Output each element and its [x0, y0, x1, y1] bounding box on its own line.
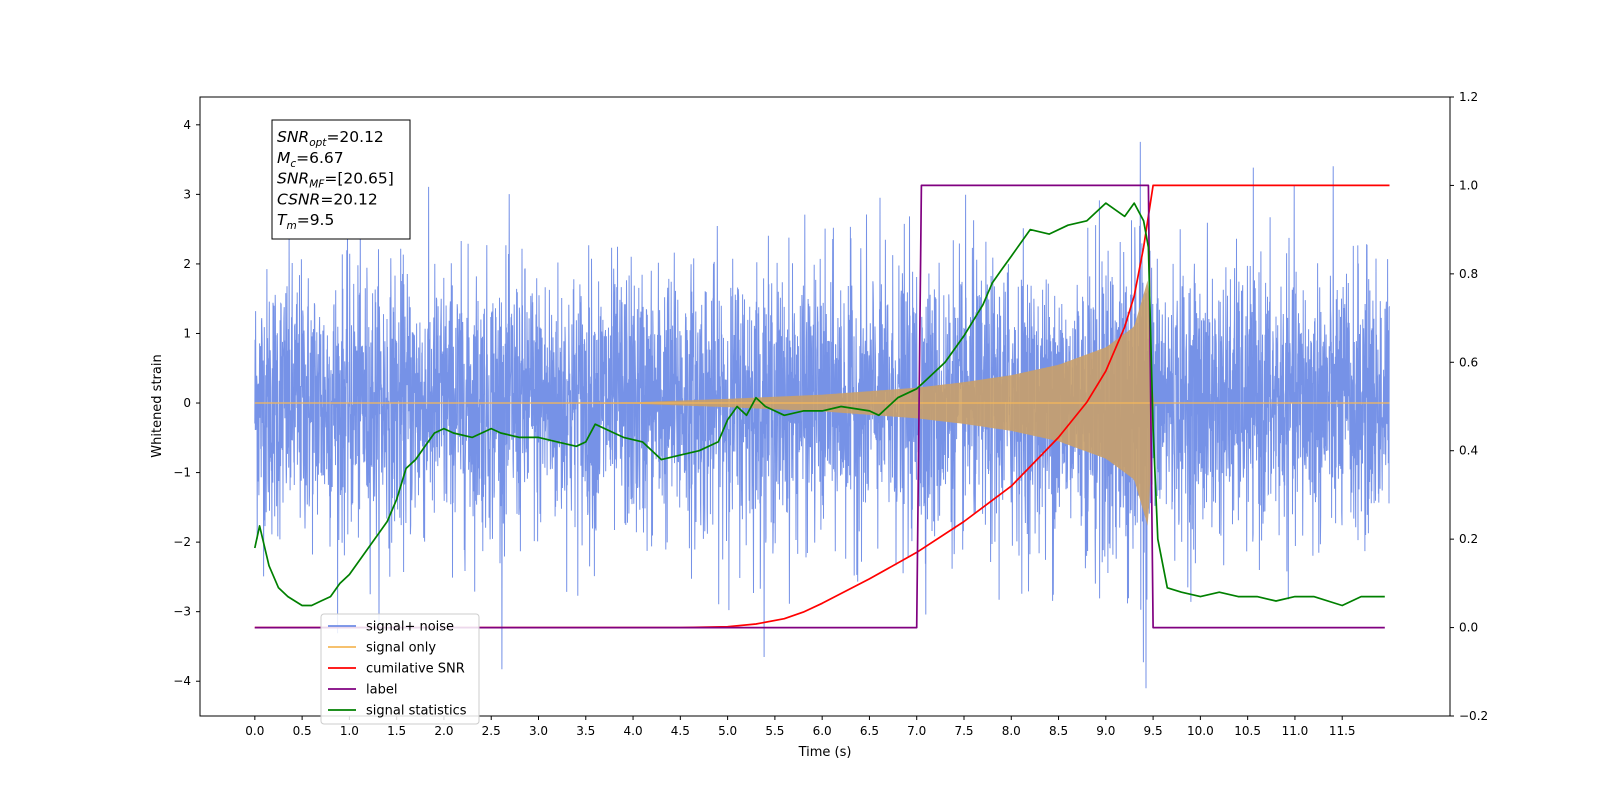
y-right-tick-label: 0.8 — [1459, 267, 1478, 281]
series-cumilative-snr — [254, 184, 1390, 629]
annotation-line: Tm=9.5 — [277, 211, 334, 232]
x-tick-label: 1.0 — [340, 724, 359, 738]
y-axis-right: 1.2 1.0 0.8 0.6 0.4 0.2 0.0 −0.2 — [1450, 90, 1488, 723]
y-right-tick-label: 1.0 — [1459, 178, 1478, 192]
legend-label: signal+ noise — [366, 620, 454, 635]
x-tick-label: 6.0 — [813, 724, 832, 738]
y-axis-left: 4 3 2 1 0 −1 −2 −3 −4 — [173, 118, 200, 688]
y-left-tick-label: −2 — [173, 535, 191, 549]
x-tick-label: 10.0 — [1187, 724, 1214, 738]
legend-frame — [320, 613, 480, 725]
x-tick-label: 8.5 — [1049, 724, 1068, 738]
annotation-line: SNRMF=[20.65] — [277, 170, 394, 191]
x-axis-label: Time (s) — [798, 745, 852, 760]
y-left-tick-label: 4 — [183, 118, 191, 132]
x-tick-label: 9.0 — [1096, 724, 1115, 738]
x-tick-label: 8.0 — [1002, 724, 1021, 738]
x-tick-label: 4.0 — [624, 724, 643, 738]
legend-label: cumilative SNR — [366, 662, 465, 677]
y-left-tick-label: −4 — [173, 674, 191, 688]
x-tick-label: 7.5 — [954, 724, 973, 738]
y-right-tick-label: 0.2 — [1459, 532, 1478, 546]
x-tick-label: 3.0 — [529, 724, 548, 738]
x-tick-label: 0.5 — [293, 724, 312, 738]
y-left-tick-label: −1 — [173, 466, 191, 480]
y-right-tick-label: −0.2 — [1459, 709, 1488, 723]
x-tick-label: 6.5 — [860, 724, 879, 738]
legend-label: signal only — [366, 641, 436, 656]
series-label — [254, 184, 1385, 629]
x-tick-label: 1.5 — [387, 724, 406, 738]
plot-frame — [199, 96, 1451, 717]
y-right-tick-label: 0.0 — [1459, 621, 1478, 635]
x-tick-label: 5.5 — [765, 724, 784, 738]
legend-label: label — [366, 683, 397, 698]
x-tick-label: 7.0 — [907, 724, 926, 738]
x-tick-label: 2.0 — [434, 724, 453, 738]
y-right-tick-label: 0.4 — [1459, 444, 1478, 458]
annotation-line: SNRopt=20.12 — [277, 128, 384, 149]
plot-area — [253, 141, 1390, 689]
y-right-tick-label: 0.6 — [1459, 355, 1478, 369]
x-tick-label: 3.5 — [576, 724, 595, 738]
x-tick-label: 4.5 — [671, 724, 690, 738]
x-tick-label: 9.5 — [1144, 724, 1163, 738]
y-right-tick-label: 1.2 — [1459, 90, 1478, 104]
x-tick-label: 5.0 — [718, 724, 737, 738]
y-left-tick-label: −3 — [173, 605, 191, 619]
annotation-line: CSNR=20.12 — [277, 190, 378, 208]
y-left-tick-label: 0 — [183, 396, 191, 410]
y-axis-label: Whitened strain — [150, 354, 165, 457]
legend-label: signal statistics — [366, 704, 467, 719]
y-left-tick-label: 2 — [183, 257, 191, 271]
x-tick-label: 0.0 — [245, 724, 264, 738]
y-left-tick-label: 1 — [183, 326, 191, 340]
x-tick-label: 11.0 — [1282, 724, 1309, 738]
x-tick-label: 11.5 — [1329, 724, 1356, 738]
series-signal-noise — [254, 141, 1390, 689]
annotation-box — [271, 119, 411, 240]
legend: signal+ noise signal only cumilative SNR la… — [320, 613, 480, 725]
x-tick-label: 2.5 — [482, 724, 501, 738]
x-axis: 0.0 0.5 1.0 1.5 2.0 2.5 3.0 3.5 4.0 4.5 5.0 5.5 6.0 6… — [245, 716, 1356, 738]
series-signal-statistics — [253, 202, 1385, 607]
stats-annotation: SNRopt=20.12Mc=6.67SNRMF=[20.65]CSNR=20.… — [271, 119, 411, 240]
x-tick-label: 10.5 — [1234, 724, 1261, 738]
y-left-tick-label: 3 — [183, 187, 191, 201]
annotation-line: Mc=6.67 — [277, 149, 344, 170]
